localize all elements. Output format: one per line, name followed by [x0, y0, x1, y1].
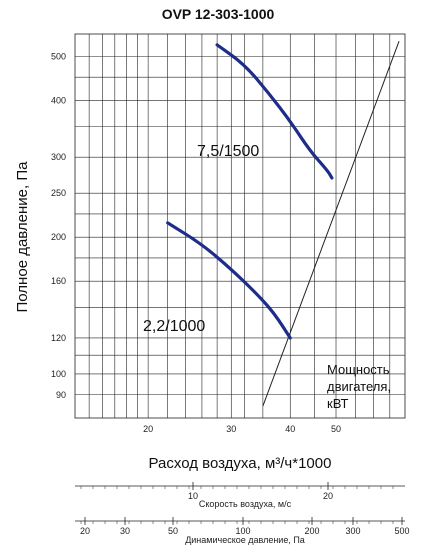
y-tick-label: 250: [51, 188, 66, 198]
dynamic-pressure-label: Динамическое давление, Па: [185, 535, 305, 545]
dynamic-pressure-axis: 20 30 50 100 200 300 500: [75, 517, 410, 536]
fan-curve-series: [215, 43, 334, 180]
motor-power-line: [262, 41, 400, 407]
fan-curve-series: [166, 221, 292, 340]
aux-tick-label: 500: [394, 526, 409, 536]
motor-power-label: Мощность двигателя, кВТ: [327, 362, 391, 411]
y-tick-label: 500: [51, 51, 66, 61]
air-velocity-axis: 10 20: [75, 482, 405, 501]
x-tick-label: 40: [285, 424, 295, 434]
x-tick-label: 50: [331, 424, 341, 434]
series-label: 2,2/1000: [143, 318, 205, 335]
series-label: 7,5/1500: [197, 143, 259, 160]
y-tick-label: 300: [51, 152, 66, 162]
y-tick-label: 400: [51, 95, 66, 105]
x-axis-label: Расход воздуха, м³/ч*1000: [149, 455, 332, 472]
air-velocity-label: Скорость воздуха, м/с: [199, 499, 292, 509]
y-tick-label: 160: [51, 276, 66, 286]
y-tick-label: 90: [56, 390, 66, 400]
y-tick-label: 100: [51, 369, 66, 379]
aux-tick-label: 100: [235, 526, 250, 536]
aux-tick-label: 10: [188, 491, 198, 501]
aux-tick-label: 300: [345, 526, 360, 536]
aux-tick-label: 200: [304, 526, 319, 536]
x-tick-label: 30: [226, 424, 236, 434]
x-tick-label: 20: [143, 424, 153, 434]
aux-tick-label: 50: [168, 526, 178, 536]
y-axis-label: Полное давление, Па: [14, 161, 31, 313]
chart-title: OVP 12-303-1000: [162, 6, 275, 22]
plot-frame: [74, 33, 406, 419]
y-tick-label: 200: [51, 232, 66, 242]
aux-tick-label: 20: [80, 526, 90, 536]
aux-tick-label: 30: [120, 526, 130, 536]
plot-area: 90 100 120 160 200 250 300 400 500 20 30 40 50 Мощнос…: [51, 33, 406, 434]
y-tick-label: 120: [51, 333, 66, 343]
aux-tick-label: 20: [323, 491, 333, 501]
